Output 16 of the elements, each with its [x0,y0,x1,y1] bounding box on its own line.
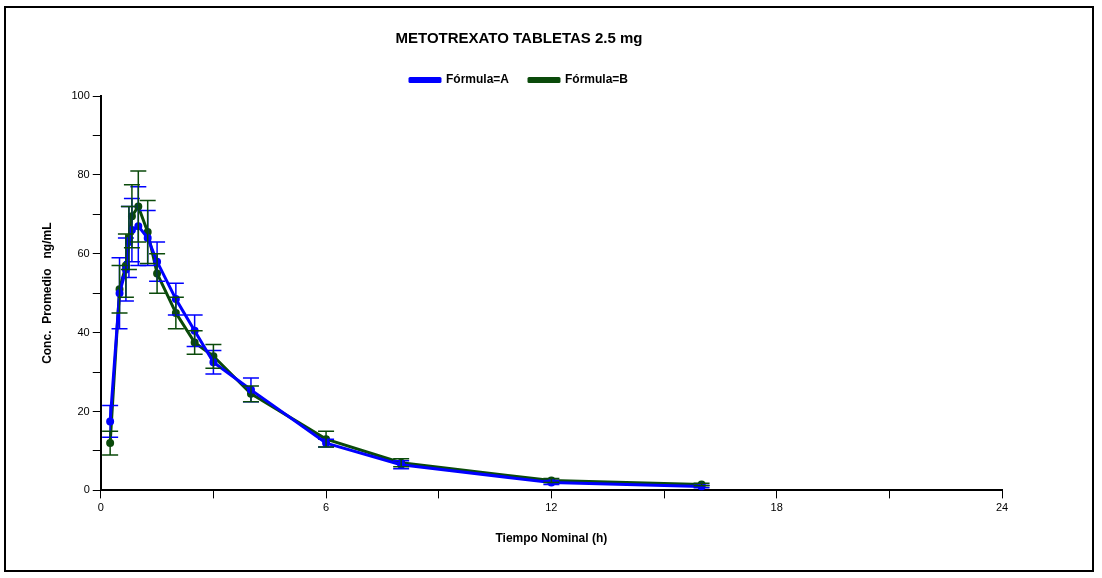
y-tick-label: 60 [77,246,90,259]
legend-label: Fórmula=A [445,72,510,87]
x-tick-label: 18 [770,501,783,514]
y-tick-label: 20 [77,404,90,417]
chart-title: METOTREXATO TABLETAS 2.5 mg [395,29,643,47]
y-tick-label: 80 [77,167,90,180]
x-tick-label: 12 [545,501,558,514]
x-axis-title: Tiempo Nominal (h) [495,531,608,546]
y-axis-title: Conc. Promedio ng/mL [39,222,54,364]
legend-label: Fórmula=B [565,72,629,87]
x-tick-label: 6 [323,501,330,514]
y-tick-label: 100 [71,89,90,102]
y-tick-label: 40 [77,325,90,338]
y-tick-label: 0 [83,483,90,496]
x-tick-label: 24 [995,501,1009,514]
x-tick-label: 0 [97,501,104,514]
